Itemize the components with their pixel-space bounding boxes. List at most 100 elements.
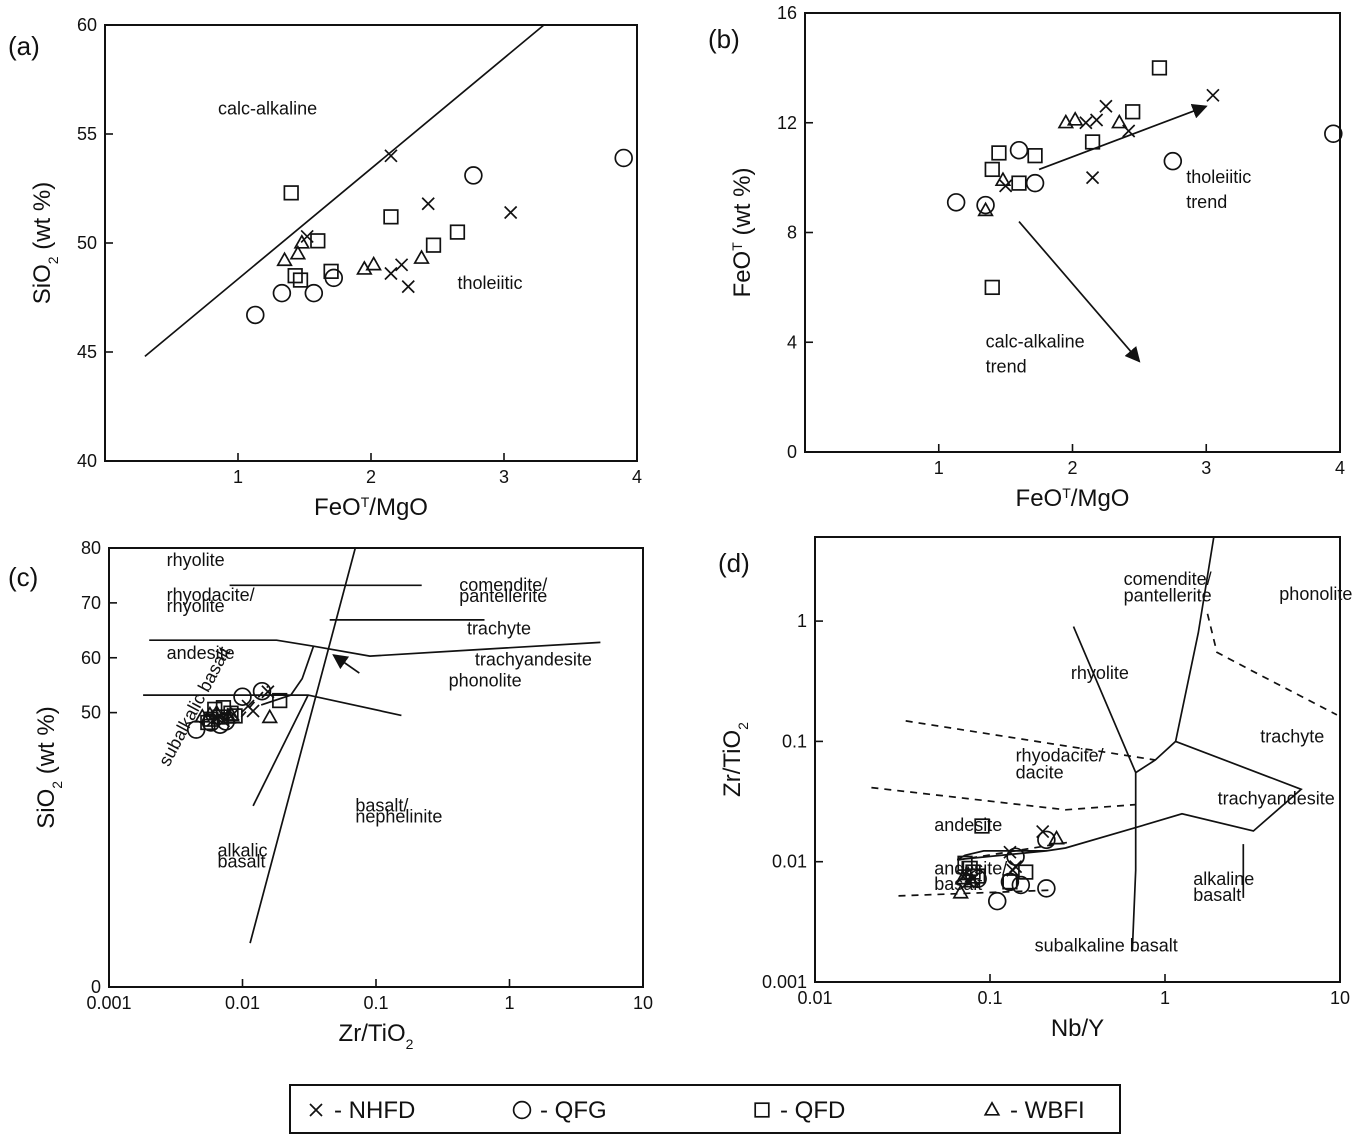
legend-item: - QFD — [754, 1097, 845, 1124]
x-tick-label: 0.01 — [797, 988, 832, 1008]
y-tick-label: 4 — [787, 332, 797, 352]
panel-label: (d) — [718, 548, 750, 578]
x-tick-label: 1 — [233, 467, 243, 487]
field-boundary — [905, 720, 1156, 761]
data-point-square — [1151, 60, 1168, 76]
field-label: subalkaline basalt — [1035, 935, 1178, 955]
y-tick-label: 80 — [81, 538, 101, 558]
y-tick-label: 12 — [777, 113, 797, 133]
x-tick-label: 2 — [1067, 458, 1077, 478]
data-point-x — [1008, 860, 1023, 874]
field-label: trend — [986, 356, 1027, 376]
data-point-circle — [246, 305, 265, 325]
data-point-circle — [272, 283, 292, 303]
data-point-x — [261, 685, 275, 699]
y-tick-label: 8 — [787, 223, 797, 243]
y-axis-title: SiO2 (wt %) — [29, 182, 61, 304]
field-label: basalt — [218, 851, 266, 871]
field-label: phonolite — [1279, 584, 1352, 604]
panel-d-chart: (d)0.01 0.1 1 100.0010.010.11Nb/YZr/TiO2com… — [718, 536, 1352, 1042]
data-point-square — [957, 855, 973, 871]
data-point-circle — [304, 283, 324, 303]
data-point-x — [1089, 113, 1104, 127]
data-point-triangle — [994, 171, 1012, 187]
data-point-square — [323, 263, 339, 279]
field-label: rhyolite — [167, 550, 225, 570]
y-tick-label: 1 — [797, 611, 807, 631]
data-point-circle — [1037, 879, 1056, 898]
data-point-triangle — [356, 260, 373, 275]
data-point-circle — [987, 891, 1007, 911]
series-wbfi — [977, 111, 1128, 217]
field-label: basalt/ — [355, 795, 408, 815]
data-point-circle — [464, 166, 483, 185]
x-axis-title: FeOT/MgO — [314, 494, 428, 521]
data-point-x — [401, 279, 415, 294]
series-wbfi — [276, 234, 430, 275]
data-point-triangle — [293, 234, 311, 249]
data-point-triangle — [365, 255, 382, 271]
plot-frame — [104, 24, 638, 462]
data-point-triangle — [1057, 113, 1075, 129]
data-point-square — [310, 233, 326, 249]
field-label: calc-alkaline — [986, 332, 1085, 352]
field-label: andesite — [167, 643, 235, 663]
legend-marker-x — [309, 1103, 323, 1117]
data-point-triangle — [208, 704, 225, 719]
data-point-square — [283, 185, 299, 201]
data-point-square — [991, 145, 1007, 161]
data-point-circle — [1011, 875, 1031, 895]
panel-label: (c) — [8, 562, 38, 592]
field-label: alkaline — [1193, 869, 1254, 889]
trend-arrow — [1018, 220, 1141, 363]
series-qfd — [283, 185, 466, 288]
field-label: comendite/ — [459, 575, 547, 595]
y-tick-label: 0.001 — [762, 972, 807, 992]
y-tick-label: 0.01 — [772, 852, 807, 872]
series-wbfi — [952, 829, 1065, 899]
data-point-square — [292, 272, 309, 288]
x-tick-label: 10 — [633, 993, 653, 1013]
panel-label: (a) — [8, 31, 40, 61]
data-point-triangle — [1066, 111, 1084, 126]
data-point-circle — [1006, 847, 1025, 866]
field-label: trachyandesite — [475, 649, 592, 669]
x-tick-label: 0.1 — [977, 988, 1002, 1008]
data-point-circle — [1037, 830, 1056, 850]
data-point-circle — [614, 148, 633, 168]
x-tick-label: 2 — [366, 467, 376, 487]
field-boundary — [240, 685, 269, 718]
series-qfg — [246, 148, 633, 325]
data-point-circle — [1000, 872, 1020, 892]
series-wbfi — [194, 704, 279, 724]
field-label: calc-alkaline — [218, 98, 317, 118]
legend-item: - NHFD — [309, 1097, 415, 1124]
field-label: rhyolite — [1071, 663, 1129, 683]
y-tick-label: 60 — [81, 648, 101, 668]
data-point-x — [384, 149, 398, 163]
series-qfd — [984, 60, 1168, 296]
data-point-square — [425, 237, 442, 253]
data-point-triangle — [261, 708, 279, 724]
field-boundary — [252, 694, 309, 807]
trend-arrow — [332, 654, 360, 674]
data-point-square — [1011, 175, 1027, 191]
x-tick-label: 0.1 — [363, 993, 388, 1013]
field-boundary — [249, 547, 357, 944]
field-boundary — [1135, 740, 1303, 832]
field-label: basalt — [1193, 885, 1241, 905]
y-axis-title: FeOT (wt %) — [729, 168, 756, 298]
plot-frame — [814, 536, 1341, 983]
field-label: pantellerite — [459, 586, 547, 606]
data-point-x — [421, 197, 435, 211]
data-point-triangle — [223, 706, 240, 722]
data-point-x — [1206, 88, 1220, 102]
field-label: andesite — [934, 815, 1002, 835]
data-point-x — [1099, 99, 1113, 113]
series-nhfd — [999, 88, 1220, 193]
panel-label: (b) — [708, 24, 740, 54]
field-label: tholeiitic — [457, 273, 522, 293]
data-point-triangle — [276, 251, 293, 267]
